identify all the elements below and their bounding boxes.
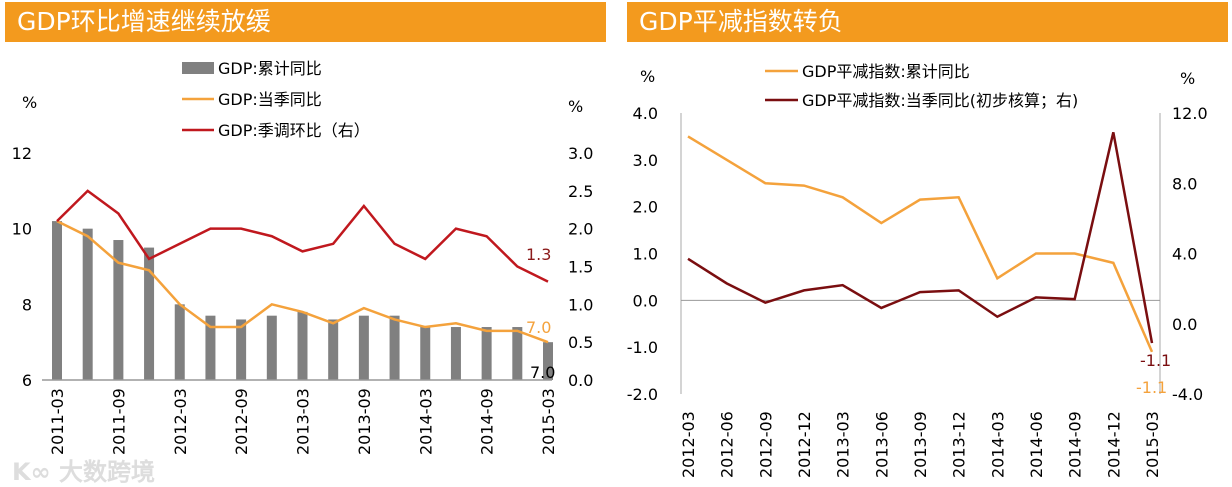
y-tick-label: 12 — [12, 144, 32, 163]
bar-cumulative-yoy — [205, 315, 216, 380]
bar-cumulative-yoy — [113, 240, 124, 380]
left-axis-unit: % — [22, 93, 37, 112]
bar-cumulative-yoy — [52, 221, 62, 380]
x-tick-label: 2013-09 — [911, 411, 930, 478]
y2-tick-label: 4.0 — [1172, 245, 1197, 264]
bar-cumulative-yoy — [174, 304, 185, 380]
legend-label: GDP:累计同比 — [218, 59, 322, 78]
x-tick-label: 2012-03 — [679, 411, 698, 478]
y-tick-label: 1.0 — [633, 245, 658, 264]
legend-swatch-bar — [182, 62, 214, 74]
x-tick-label: 2011-09 — [109, 388, 128, 455]
legend-label: GDP:季调环比（右） — [218, 121, 370, 140]
y-tick-label: -2.0 — [627, 385, 658, 404]
y-tick-label: 8 — [22, 295, 32, 314]
y2-tick-label: 1.5 — [568, 258, 593, 277]
y-tick-label: 0.0 — [633, 291, 658, 310]
bar-cumulative-yoy — [481, 327, 492, 380]
x-tick-label: 2013-09 — [355, 388, 374, 455]
legend-label: GDP平减指数:累计同比 — [802, 62, 970, 81]
x-tick-label: 2015-03 — [539, 388, 558, 455]
x-tick-label: 2012-06 — [718, 411, 737, 478]
y-tick-label: 3.0 — [633, 151, 658, 170]
y2-tick-label: 2.0 — [568, 220, 593, 239]
bar-cumulative-yoy — [144, 247, 155, 380]
y2-tick-label: 1.0 — [568, 295, 593, 314]
series-line-cumulative — [687, 135, 1154, 353]
y-tick-label: 10 — [12, 220, 32, 239]
x-tick-label: 2013-03 — [294, 388, 313, 455]
x-tick-label: 2011-03 — [48, 388, 67, 455]
legend-label: GDP平减指数:当季同比(初步核算；右) — [802, 91, 1078, 110]
bar-cumulative-yoy — [420, 327, 431, 380]
series-line-quarterly-yoy — [56, 219, 549, 344]
right-chart-title: GDP平减指数转负 — [627, 2, 1228, 42]
series-line-quarterly — [687, 132, 1154, 344]
annotation-qoq: 1.3 — [526, 245, 551, 264]
x-tick-label: 2014-03 — [988, 411, 1007, 478]
annotation-cumulative: -1.1 — [1136, 378, 1167, 397]
y2-tick-label: 8.0 — [1172, 174, 1197, 193]
x-tick-label: 2014-03 — [416, 388, 435, 455]
annotation-quarterly: -1.1 — [1140, 351, 1171, 370]
x-tick-label: 2013-12 — [950, 411, 969, 478]
y2-tick-label: 0.0 — [568, 371, 593, 390]
y2-tick-label: 0.5 — [568, 333, 593, 352]
y2-tick-label: -4.0 — [1172, 385, 1203, 404]
legend-label: GDP:当季同比 — [218, 90, 322, 109]
y-tick-label: -1.0 — [627, 338, 658, 357]
annotation-quarterly-yoy: 7.0 — [526, 318, 551, 337]
y-tick-label: 6 — [22, 371, 32, 390]
bar-cumulative-yoy — [543, 342, 553, 380]
bar-cumulative-yoy — [82, 228, 93, 380]
bar-cumulative-yoy — [297, 311, 308, 380]
bar-cumulative-yoy — [389, 315, 400, 380]
x-tick-label: 2013-06 — [872, 411, 891, 478]
x-tick-label: 2013-03 — [834, 411, 853, 478]
y2-tick-label: 12.0 — [1172, 104, 1208, 123]
x-tick-label: 2015-03 — [1143, 411, 1162, 478]
watermark-logo: K∞ 大数跨境 — [12, 458, 155, 486]
series-line-qoq — [56, 189, 549, 283]
right-axis-unit: % — [1180, 69, 1195, 88]
x-tick-label: 2014-06 — [1027, 411, 1046, 478]
x-tick-label: 2012-03 — [171, 388, 190, 455]
x-tick-label: 2014-09 — [478, 388, 497, 455]
x-tick-label: 2014-09 — [1066, 411, 1085, 478]
bar-cumulative-yoy — [328, 319, 339, 380]
left-axis-unit: % — [640, 67, 655, 86]
bar-cumulative-yoy — [236, 319, 247, 380]
x-tick-label: 2012-12 — [795, 411, 814, 478]
y2-tick-label: 0.0 — [1172, 315, 1197, 334]
right-axis-unit: % — [568, 97, 583, 116]
left-chart-title: GDP环比增速继续放缓 — [5, 2, 606, 42]
x-tick-label: 2014-12 — [1104, 411, 1123, 478]
y2-tick-label: 2.5 — [568, 182, 593, 201]
bar-cumulative-yoy — [512, 327, 523, 380]
x-tick-label: 2012-09 — [232, 388, 251, 455]
annotation-cumulative: 7.0 — [530, 363, 555, 382]
y-tick-label: 4.0 — [633, 104, 658, 123]
bar-cumulative-yoy — [266, 315, 277, 380]
bar-cumulative-yoy — [358, 315, 369, 380]
x-tick-label: 2012-09 — [756, 411, 775, 478]
y-tick-label: 2.0 — [633, 198, 658, 217]
y2-tick-label: 3.0 — [568, 144, 593, 163]
bar-cumulative-yoy — [450, 327, 461, 380]
